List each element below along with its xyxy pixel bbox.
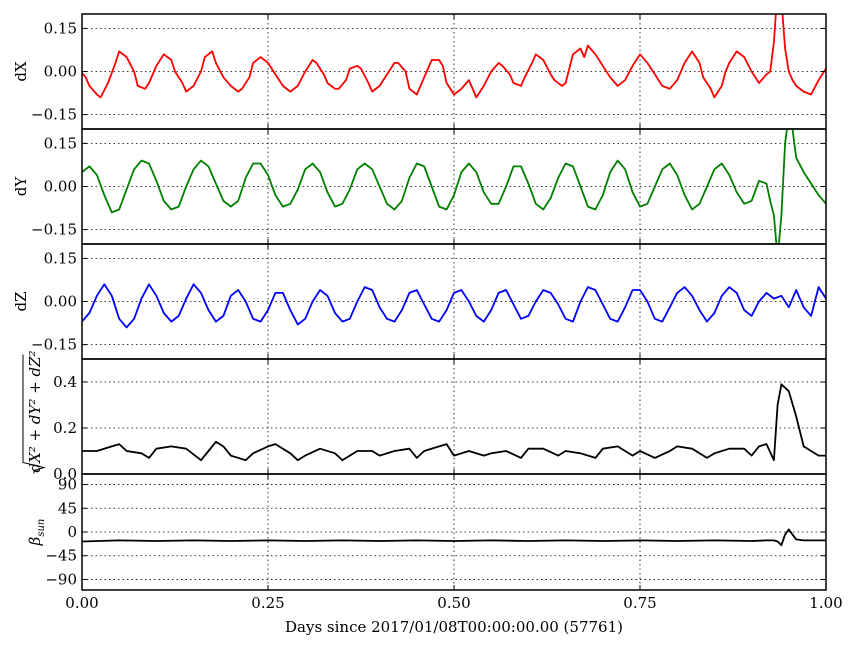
beta-sun-ytick-label-1: 45	[58, 499, 77, 517]
dz-series-line	[82, 283, 826, 329]
magnitude-axes-frame	[81, 358, 827, 475]
beta-sun-ytick-label-4: −90	[45, 570, 77, 588]
beta-sun-xtick-label-2: 0.50	[437, 594, 470, 612]
beta-sun-xtick-label-0: 0.00	[65, 594, 98, 612]
dx-ytick-label-0: 0.15	[44, 19, 77, 37]
beta-sun-xtick-label-4: 1.00	[809, 594, 842, 612]
dx-ylabel: dX	[12, 61, 30, 82]
dy-panel: 0.15 0.00 −0.15 dY	[12, 128, 827, 245]
dy-axes-frame	[81, 128, 827, 245]
magnitude-ytick-label-1: 0.2	[53, 419, 77, 437]
dx-ytick-label-2: −0.15	[31, 106, 77, 124]
dx-ytick-label-1: 0.00	[44, 63, 77, 81]
magnitude-ylabel-text: dX² + dY² + dZ²	[26, 350, 44, 472]
dz-ytick-label-1: 0.00	[44, 293, 77, 311]
x-axis-label: Days since 2017/01/08T00:00:00.00 (57761…	[285, 618, 623, 636]
magnitude-series-line	[82, 383, 826, 462]
beta-sun-axes-frame	[81, 473, 827, 591]
dz-ytick-label-2: −0.15	[31, 336, 77, 354]
beta-sun-ytick-label-2: 0	[67, 523, 77, 541]
dx-axes-frame	[81, 13, 827, 130]
beta-sun-series-line	[82, 528, 826, 547]
magnitude-ylabel: dX² + dY² + dZ²	[22, 350, 46, 474]
dz-panel: 0.15 0.00 −0.15 dZ	[12, 243, 827, 360]
dx-series-line	[82, 14, 826, 99]
magnitude-ytick-label-2: 0.0	[53, 465, 77, 483]
beta-sun-ytick-label-3: −45	[45, 547, 77, 565]
magnitude-panel: 0.4 0.2 0.0 dX² + dY² + dZ²	[22, 350, 827, 483]
dz-ylabel: dZ	[12, 291, 30, 311]
magnitude-radical-sign	[22, 354, 46, 474]
dx-panel: 0.15 0.00 −0.15 dX	[12, 13, 827, 130]
beta-sun-ylabel: βsun	[26, 519, 47, 547]
magnitude-ytick-label-0: 0.4	[53, 373, 77, 391]
dy-ytick-label-1: 0.00	[44, 178, 77, 196]
beta-sun-xtick-label-1: 0.25	[251, 594, 284, 612]
beta-sun-ytick-label-0: 90	[58, 476, 77, 494]
dz-ytick-label-0: 0.15	[44, 249, 77, 267]
dy-ytick-label-0: 0.15	[44, 134, 77, 152]
dy-ylabel: dY	[12, 176, 30, 197]
beta-sun-xtick-label-3: 0.75	[623, 594, 656, 612]
dy-ytick-label-2: −0.15	[31, 221, 77, 239]
dy-series-line	[82, 129, 826, 244]
dz-axes-frame	[81, 243, 827, 360]
beta-sun-panel: 90 45 0 −45 −90 0.00 0.25 0.50 0.75 1.00 βsun Days …	[26, 473, 843, 636]
